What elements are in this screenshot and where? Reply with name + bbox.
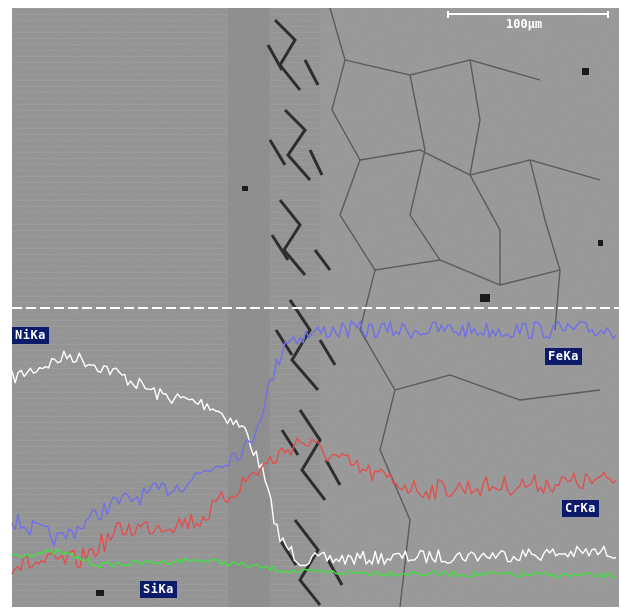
lamellar-zone (266, 18, 344, 606)
cr-trace (11, 437, 617, 575)
si-trace (11, 549, 617, 580)
grain-boundaries (329, 7, 601, 608)
label-si: SiKa (140, 581, 177, 598)
label-ni: NiKa (12, 327, 49, 344)
scale-bar-label: 100μm (506, 17, 543, 31)
dark-inclusions (96, 68, 603, 596)
fe-trace (11, 320, 617, 547)
line-scan-traces (11, 320, 617, 580)
label-fe: FeKa (545, 348, 582, 365)
ni-trace (11, 350, 617, 567)
label-cr: CrKa (562, 500, 599, 517)
